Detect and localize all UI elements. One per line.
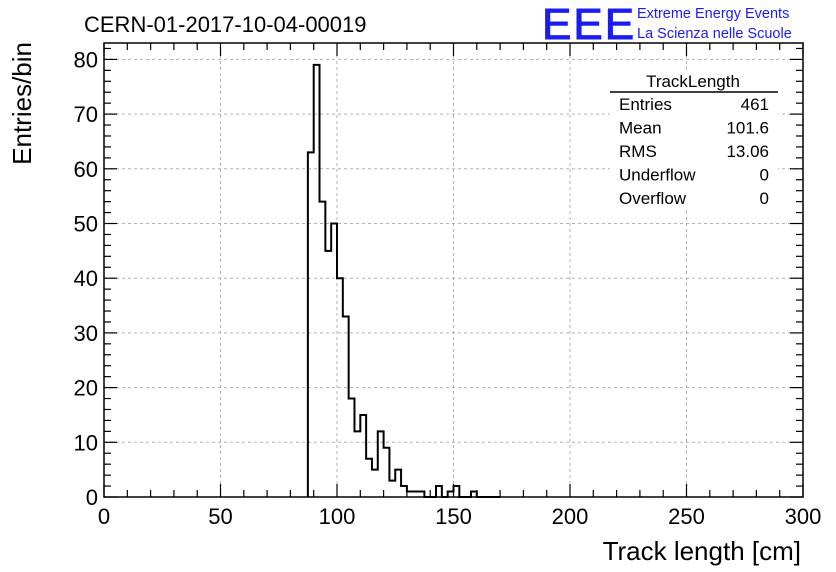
run-title: CERN-01-2017-10-04-00019 [84,12,367,37]
x-tick-label: 100 [319,504,356,529]
stats-box: TrackLength Entries 461 Mean 101.6 RMS 13.06 U… [610,70,778,210]
x-tick-label: 300 [785,504,822,529]
stats-label: Mean [619,119,662,138]
x-tick-label: 250 [668,504,705,529]
stats-value: 461 [741,95,769,114]
y-tick-label: 20 [74,376,98,401]
stats-label: Entries [619,95,672,114]
y-tick-label: 70 [74,102,98,127]
y-tick-label: 60 [74,157,98,182]
stats-label: Overflow [619,189,687,208]
y-tick-label: 80 [74,47,98,72]
x-tick-labels: 0 50 100 150 200 250 300 [98,504,821,529]
x-tick-label: 0 [98,504,110,529]
stats-label: RMS [619,142,657,161]
histogram-series [306,63,501,498]
stats-value: 0 [760,189,769,208]
x-tick-label: 150 [435,504,472,529]
y-tick-label: 30 [74,321,98,346]
y-axis-label: Entries/bin [7,42,37,165]
y-tick-label: 10 [74,430,98,455]
org-subtitle: La Scienza nelle Scuole [637,26,792,42]
stats-label: Underflow [619,166,696,185]
eee-logo: EEE [542,0,636,49]
x-axis-label: Track length [cm] [603,536,801,566]
y-tick-labels: 0 10 20 30 40 50 60 70 80 [74,47,98,510]
stats-value: 13.06 [726,142,769,161]
y-tick-label: 50 [74,212,98,237]
y-tick-label: 0 [86,485,98,510]
stats-value: 101.6 [726,119,769,138]
y-tick-label: 40 [74,266,98,291]
x-tick-label: 200 [552,504,589,529]
org-name: Extreme Energy Events [637,6,789,22]
stats-title: TrackLength [646,72,740,91]
x-tick-label: 50 [208,504,232,529]
stats-value: 0 [760,166,769,185]
axis-ticks [103,43,804,498]
